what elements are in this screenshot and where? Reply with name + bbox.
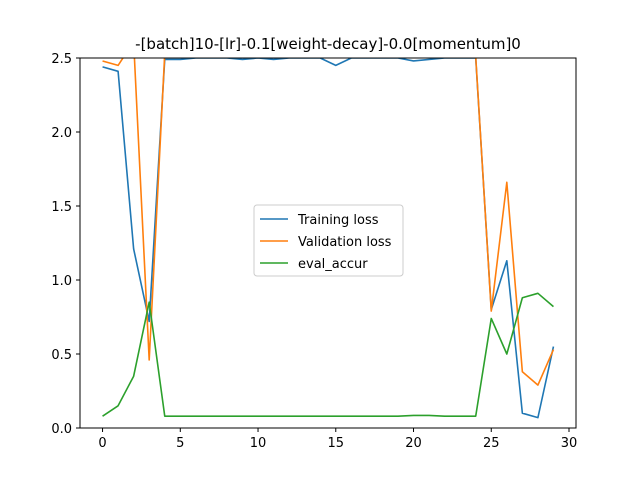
legend-label: Validation loss <box>298 235 392 250</box>
plot-frame <box>79 57 577 429</box>
y-tick-label: 0.5 <box>51 348 72 363</box>
series-line-validation-loss <box>102 58 555 386</box>
chart-title: -[batch]10-[lr]-0.1[weight-decay]-0.0[mo… <box>135 35 521 53</box>
x-tick-label: 10 <box>250 436 267 451</box>
x-tick-label: 25 <box>483 436 500 451</box>
series-line-eval-accur <box>102 292 554 417</box>
x-tick-label: 20 <box>405 436 422 451</box>
series-layer <box>102 58 555 419</box>
x-tick-label: 5 <box>176 436 184 451</box>
legend-label: Training loss <box>297 213 379 228</box>
y-tick-label: 2.0 <box>51 126 72 141</box>
x-axis: 0 5 10 15 20 25 30 <box>98 428 577 451</box>
x-tick-label: 30 <box>561 436 578 451</box>
legend-label: eval_accur <box>298 257 368 272</box>
y-tick-label: 0.0 <box>51 422 72 437</box>
y-tick-label: 1.0 <box>51 274 72 289</box>
x-tick-label: 0 <box>98 436 106 451</box>
legend-box <box>253 204 404 277</box>
y-axis: 0.0 0.5 1.0 1.5 2.0 2.5 <box>51 52 80 437</box>
x-tick-label: 15 <box>328 436 345 451</box>
y-tick-label: 1.5 <box>51 200 72 215</box>
y-tick-label: 2.5 <box>51 52 72 67</box>
legend: Training loss Validation loss eval_accur <box>253 204 404 277</box>
